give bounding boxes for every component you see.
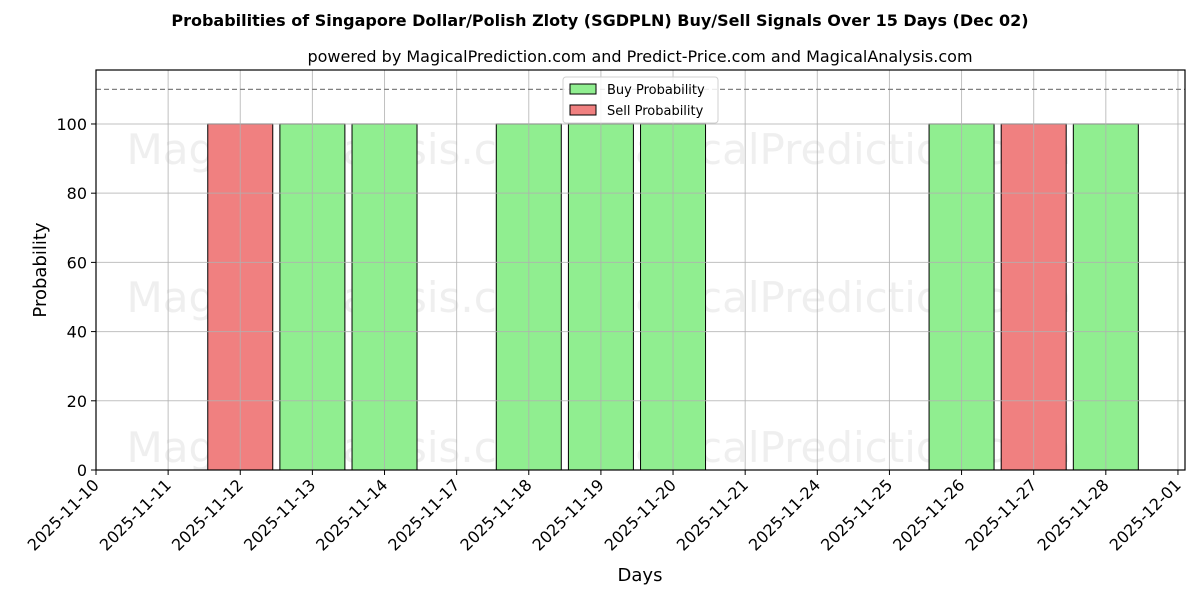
y-tick-label: 60 <box>67 253 87 272</box>
axes-frame <box>95 69 1186 471</box>
x-tick-label: 2025-11-18 <box>456 475 535 554</box>
x-tick-label: 2025-11-14 <box>312 475 391 554</box>
x-tick-label: 2025-11-27 <box>961 475 1040 554</box>
y-axis-label: Probability <box>30 222 51 317</box>
legend: Buy Probability Sell Probability <box>562 76 719 124</box>
x-tick-label: 2025-11-12 <box>168 475 247 554</box>
x-tick-label: 2025-11-17 <box>384 475 463 554</box>
x-tick-label: 2025-11-28 <box>1033 475 1112 554</box>
x-tick-label: 2025-11-10 <box>24 475 103 554</box>
plot-area: MagicalAnalysis.comMagicalPrediction.com… <box>24 69 1186 555</box>
x-tick-label: 2025-11-24 <box>745 475 824 554</box>
x-tick-label: 2025-11-11 <box>96 475 175 554</box>
x-tick-label: 2025-12-01 <box>1106 475 1185 554</box>
x-tick-label: 2025-11-26 <box>889 475 968 554</box>
chart-title: Probabilities of Singapore Dollar/Polish… <box>171 11 1028 30</box>
chart-subtitle: powered by MagicalPrediction.com and Pre… <box>307 47 972 66</box>
legend-box <box>562 76 719 124</box>
y-tick-label: 80 <box>67 184 87 203</box>
legend-label: Buy Probability <box>607 83 705 98</box>
x-tick-label: 2025-11-21 <box>673 475 752 554</box>
legend-swatch <box>569 83 597 95</box>
x-axis-label: Days <box>618 565 663 586</box>
y-tick-label: 0 <box>77 461 87 480</box>
legend-swatch <box>569 104 597 116</box>
y-tick-label: 40 <box>67 323 87 342</box>
y-tick-label: 20 <box>67 392 87 411</box>
x-tick-label: 2025-11-25 <box>817 475 896 554</box>
x-tick-label: 2025-11-13 <box>240 475 319 554</box>
y-tick-label: 100 <box>56 115 87 134</box>
legend-label: Sell Probability <box>607 104 704 119</box>
x-tick-label: 2025-11-20 <box>601 475 680 554</box>
x-tick-label: 2025-11-19 <box>529 475 608 554</box>
